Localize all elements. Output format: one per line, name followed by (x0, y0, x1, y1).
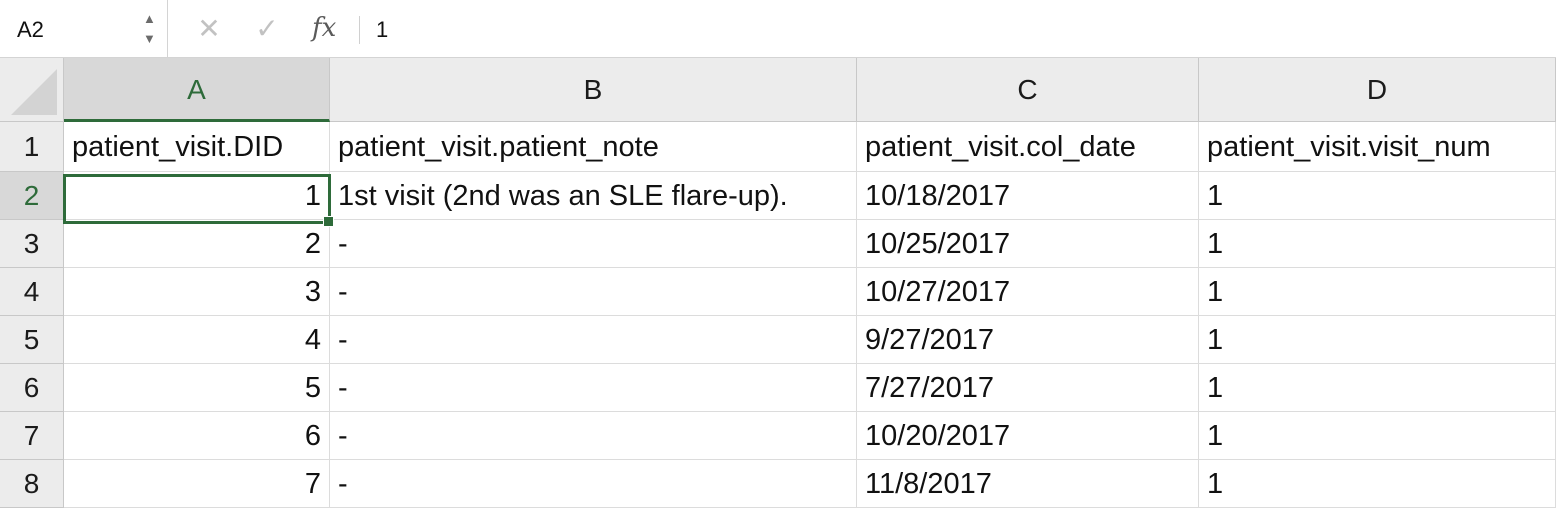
cell-c2[interactable]: 10/18/2017 (857, 172, 1199, 220)
chevron-up-icon[interactable]: ▲ (143, 11, 156, 26)
cell-d1[interactable]: patient_visit.visit_num (1199, 122, 1556, 172)
cell-c6[interactable]: 7/27/2017 (857, 364, 1199, 412)
column-header-a[interactable]: A (64, 58, 330, 122)
cell-b1[interactable]: patient_visit.patient_note (330, 122, 857, 172)
cell-a3[interactable]: 2 (64, 220, 330, 268)
cell-a2[interactable]: 1 (64, 172, 330, 220)
insert-function-icon[interactable]: fx (312, 13, 337, 43)
cell-c8[interactable]: 11/8/2017 (857, 460, 1199, 508)
row-header-5[interactable]: 5 (0, 316, 64, 364)
formula-input[interactable]: 1 (376, 17, 389, 42)
column-header-b[interactable]: B (330, 58, 857, 122)
row-header-6[interactable]: 6 (0, 364, 64, 412)
enter-icon[interactable]: ✓ (255, 13, 279, 44)
chevron-down-icon[interactable]: ▼ (143, 31, 156, 46)
cell-d4[interactable]: 1 (1199, 268, 1556, 316)
cell-d8[interactable]: 1 (1199, 460, 1556, 508)
row-header-2[interactable]: 2 (0, 172, 64, 220)
cell-d5[interactable]: 1 (1199, 316, 1556, 364)
row-header-7[interactable]: 7 (0, 412, 64, 460)
formula-bar-divider (359, 16, 360, 44)
cell-b4[interactable]: - (330, 268, 857, 316)
cell-a7[interactable]: 6 (64, 412, 330, 460)
cell-b2[interactable]: 1st visit (2nd was an SLE flare-up). (330, 172, 857, 220)
cell-c4[interactable]: 10/27/2017 (857, 268, 1199, 316)
row-header-8[interactable]: 8 (0, 460, 64, 508)
column-header-d[interactable]: D (1199, 58, 1556, 122)
row-header-4[interactable]: 4 (0, 268, 64, 316)
cell-b7[interactable]: - (330, 412, 857, 460)
cell-d3[interactable]: 1 (1199, 220, 1556, 268)
cell-a4[interactable]: 3 (64, 268, 330, 316)
sheet-grid: A B C D 1 patient_visit.DID patient_visit.pati… (0, 58, 1556, 518)
name-box-stepper[interactable]: ▲ ▼ (141, 9, 161, 49)
row-header-3[interactable]: 3 (0, 220, 64, 268)
cell-d7[interactable]: 1 (1199, 412, 1556, 460)
cell-a8[interactable]: 7 (64, 460, 330, 508)
cell-b8[interactable]: - (330, 460, 857, 508)
cell-c3[interactable]: 10/25/2017 (857, 220, 1199, 268)
row-header-1[interactable]: 1 (0, 122, 64, 172)
cell-b6[interactable]: - (330, 364, 857, 412)
cell-d2[interactable]: 1 (1199, 172, 1556, 220)
column-header-c[interactable]: C (857, 58, 1199, 122)
cell-a6[interactable]: 5 (64, 364, 330, 412)
name-box-value[interactable]: A2 (17, 17, 44, 42)
cell-b5[interactable]: - (330, 316, 857, 364)
cell-d6[interactable]: 1 (1199, 364, 1556, 412)
cell-c7[interactable]: 10/20/2017 (857, 412, 1199, 460)
select-all-button[interactable] (0, 58, 64, 122)
cancel-icon[interactable]: ✕ (197, 13, 221, 44)
cell-b3[interactable]: - (330, 220, 857, 268)
cell-c1[interactable]: patient_visit.col_date (857, 122, 1199, 172)
formula-bar: A2 ▲ ▼ ✕ ✓ fx 1 (0, 0, 1556, 58)
cell-c5[interactable]: 9/27/2017 (857, 316, 1199, 364)
cell-a1[interactable]: patient_visit.DID (64, 122, 330, 172)
cell-a5[interactable]: 4 (64, 316, 330, 364)
select-all-icon (11, 69, 57, 115)
name-box[interactable]: A2 ▲ ▼ (0, 0, 168, 57)
